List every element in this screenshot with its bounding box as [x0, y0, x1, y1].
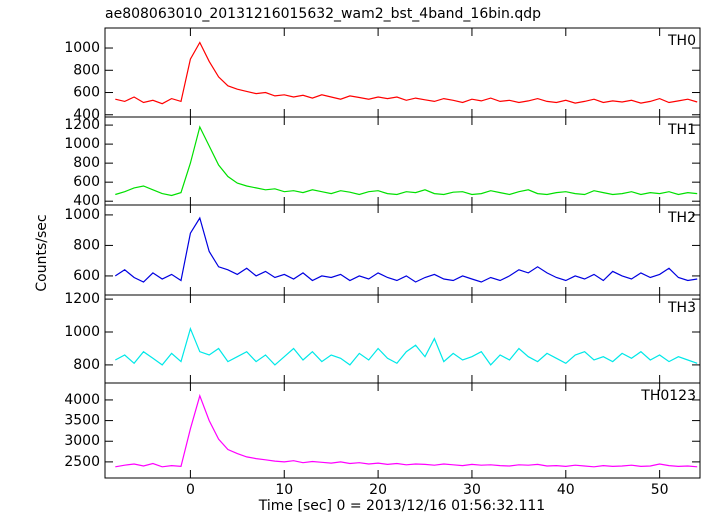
y-tick-label: 800: [73, 155, 100, 171]
panel-label: TH3: [667, 300, 696, 316]
y-tick-label: 800: [73, 62, 100, 78]
x-tick-label: 20: [369, 482, 387, 498]
y-tick-label: 1000: [64, 136, 100, 152]
y-tick-label: 600: [73, 174, 100, 190]
light-curve: [115, 326, 698, 366]
y-tick-label: 4000: [64, 392, 100, 408]
y-tick-label: 400: [73, 193, 100, 209]
y-tick-label: 600: [73, 268, 100, 284]
panel-frame: [104, 382, 701, 479]
panel-frame: [104, 116, 701, 206]
y-axis-label: Counts/sec: [34, 214, 50, 291]
panel-label: TH1: [667, 122, 696, 138]
y-tick-label: 1000: [64, 207, 100, 223]
y-tick-label: 1000: [64, 40, 100, 56]
y-tick-label: 800: [73, 237, 100, 253]
x-axis-label: Time [sec] 0 = 2013/12/16 01:56:32.111: [258, 498, 545, 514]
panel-label: TH0123: [640, 388, 696, 404]
y-tick-label: 1200: [64, 291, 100, 307]
light-curve: [115, 41, 698, 105]
chart-title: ae808063010_20131216015632_wam2_bst_4ban…: [105, 6, 541, 22]
x-tick-label: 40: [557, 482, 575, 498]
y-tick-label: 2500: [64, 454, 100, 470]
light-curve: [115, 393, 698, 468]
x-tick-label: 0: [186, 482, 195, 498]
x-tick-label: 50: [651, 482, 669, 498]
panel-label: TH0: [667, 33, 696, 49]
y-tick-label: 800: [73, 357, 100, 373]
y-tick-label: 600: [73, 85, 100, 101]
x-tick-label: 10: [275, 482, 293, 498]
y-tick-label: 400: [73, 107, 100, 123]
panel-frame: [104, 204, 701, 296]
y-tick-label: 3500: [64, 413, 100, 429]
y-tick-label: 1200: [64, 117, 100, 133]
y-tick-label: 3000: [64, 433, 100, 449]
light-curve: [114, 216, 698, 283]
y-tick-label: 1000: [64, 324, 100, 340]
panel-label: TH2: [667, 210, 696, 226]
light-curve: [115, 125, 698, 197]
x-tick-label: 30: [463, 482, 481, 498]
panel-frame: [104, 27, 701, 118]
